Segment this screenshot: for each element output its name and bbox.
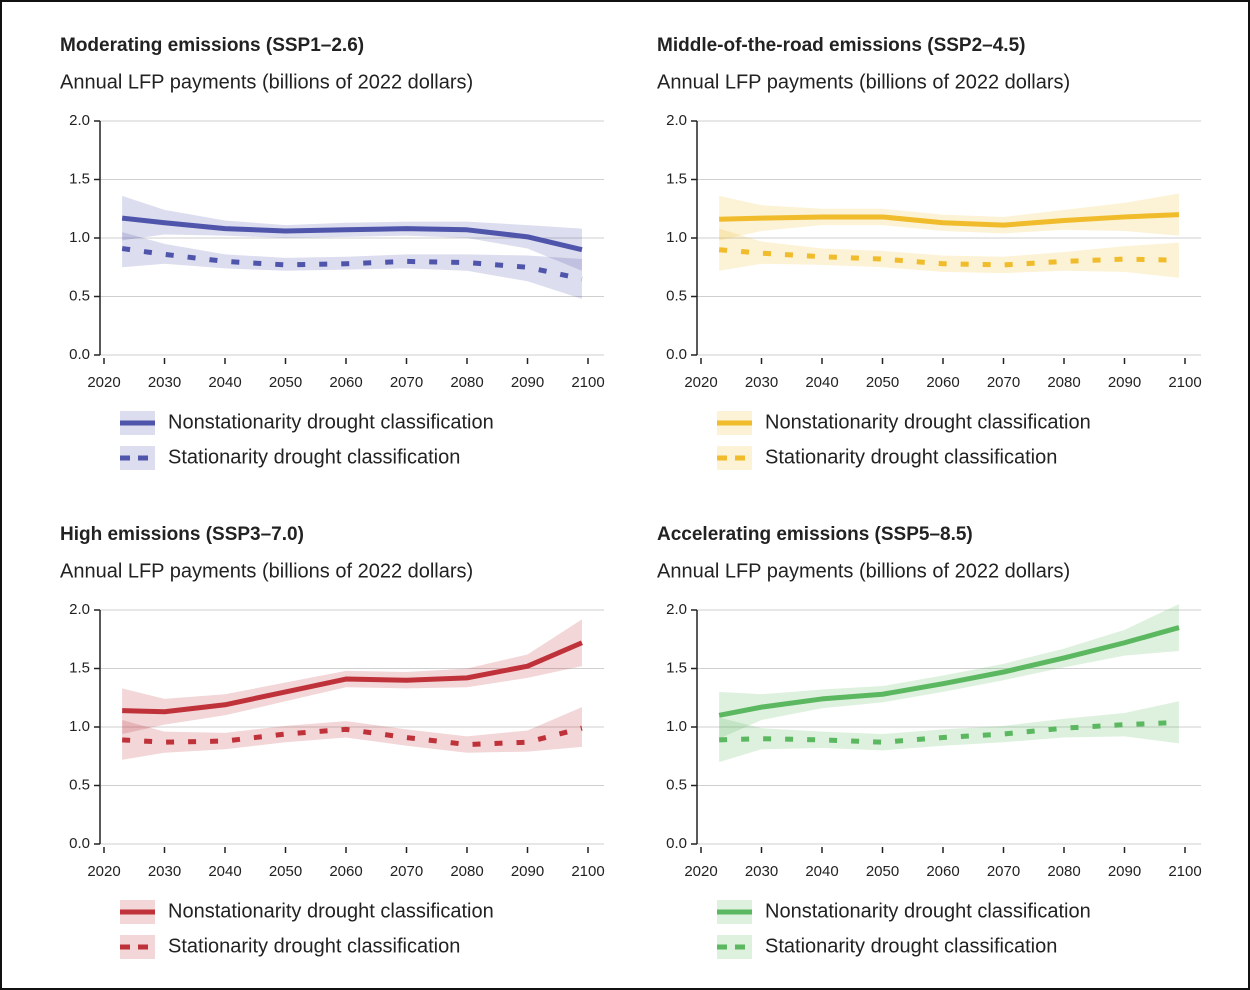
- y-axis-label: Annual LFP payments (billions of 2022 do…: [60, 560, 473, 582]
- y-tick-label: 1.5: [69, 659, 90, 676]
- y-axis-label: Annual LFP payments (billions of 2022 do…: [657, 560, 1070, 582]
- x-tick-label: 2090: [1108, 374, 1141, 391]
- x-tick-label: 2080: [450, 374, 483, 391]
- confidence-band: [122, 232, 582, 299]
- y-tick-label: 1.0: [666, 229, 687, 246]
- legend-label: Stationarity drought classification: [168, 935, 460, 957]
- x-tick-label: 2100: [571, 374, 604, 391]
- panel-title: High emissions (SSP3–7.0): [60, 524, 304, 545]
- y-tick-label: 2.0: [666, 112, 687, 129]
- y-tick-label: 2.0: [69, 601, 90, 618]
- x-tick-label: 2100: [1168, 863, 1201, 880]
- y-tick-label: 0.5: [69, 287, 90, 304]
- confidence-band: [719, 228, 1179, 278]
- x-tick-label: 2040: [208, 374, 241, 391]
- y-tick-label: 0.5: [69, 776, 90, 793]
- x-tick-label: 2100: [1168, 374, 1201, 391]
- legend-label: Nonstationarity drought classification: [765, 411, 1091, 433]
- y-tick-label: 0.0: [69, 835, 90, 852]
- confidence-band: [122, 195, 582, 271]
- y-tick-label: 0.0: [666, 835, 687, 852]
- x-tick-label: 2090: [1108, 863, 1141, 880]
- data-line: [122, 725, 583, 748]
- y-tick-label: 0.5: [666, 287, 687, 304]
- x-tick-label: 2070: [987, 863, 1020, 880]
- x-tick-label: 2090: [511, 374, 544, 391]
- x-tick-label: 2020: [684, 374, 717, 391]
- data-line: [121, 246, 583, 282]
- x-tick-label: 2050: [866, 374, 899, 391]
- legend-label: Stationarity drought classification: [765, 935, 1057, 957]
- legend-label: Nonstationarity drought classification: [168, 900, 494, 922]
- y-axis-label: Annual LFP payments (billions of 2022 do…: [657, 71, 1070, 93]
- legend-label: Stationarity drought classification: [765, 446, 1057, 468]
- y-tick-label: 1.5: [69, 170, 90, 187]
- x-tick-label: 2020: [87, 374, 120, 391]
- data-line: [718, 247, 1180, 268]
- y-tick-label: 1.5: [666, 170, 687, 187]
- y-tick-label: 1.0: [69, 718, 90, 735]
- x-tick-label: 2040: [805, 863, 838, 880]
- legend-label: Nonstationarity drought classification: [168, 411, 494, 433]
- x-tick-label: 2030: [745, 863, 778, 880]
- confidence-band: [122, 707, 582, 760]
- y-axis-label: Annual LFP payments (billions of 2022 do…: [60, 71, 473, 93]
- x-tick-label: 2050: [866, 863, 899, 880]
- y-tick-label: 1.5: [666, 659, 687, 676]
- confidence-band: [719, 604, 1179, 739]
- x-tick-label: 2070: [987, 374, 1020, 391]
- y-tick-label: 0.0: [666, 346, 687, 363]
- panel-title: Middle-of-the-road emissions (SSP2–4.5): [657, 35, 1025, 56]
- data-line: [122, 640, 583, 715]
- x-tick-label: 2090: [511, 863, 544, 880]
- x-tick-label: 2070: [390, 374, 423, 391]
- x-tick-label: 2060: [329, 863, 362, 880]
- x-tick-label: 2080: [1047, 374, 1080, 391]
- x-tick-label: 2040: [805, 374, 838, 391]
- x-tick-label: 2100: [571, 863, 604, 880]
- x-tick-label: 2020: [87, 863, 120, 880]
- data-line: [121, 215, 583, 253]
- x-tick-label: 2070: [390, 863, 423, 880]
- x-tick-label: 2030: [745, 374, 778, 391]
- x-tick-label: 2030: [148, 374, 181, 391]
- panel-title: Accelerating emissions (SSP5–8.5): [657, 524, 973, 545]
- x-tick-label: 2060: [329, 374, 362, 391]
- x-tick-label: 2050: [269, 863, 302, 880]
- y-tick-label: 1.0: [69, 229, 90, 246]
- x-tick-label: 2020: [684, 863, 717, 880]
- legend-label: Nonstationarity drought classification: [765, 900, 1091, 922]
- y-tick-label: 0.0: [69, 346, 90, 363]
- panel-title: Moderating emissions (SSP1–2.6): [60, 35, 364, 56]
- x-tick-label: 2060: [926, 374, 959, 391]
- x-tick-label: 2040: [208, 863, 241, 880]
- data-line: [719, 719, 1180, 745]
- y-tick-label: 2.0: [666, 601, 687, 618]
- confidence-band: [719, 701, 1179, 763]
- legend-label: Stationarity drought classification: [168, 446, 460, 468]
- y-tick-label: 0.5: [666, 776, 687, 793]
- x-tick-label: 2060: [926, 863, 959, 880]
- y-tick-label: 2.0: [69, 112, 90, 129]
- x-tick-label: 2080: [1047, 863, 1080, 880]
- x-tick-label: 2050: [269, 374, 302, 391]
- confidence-band: [719, 193, 1179, 241]
- data-line: [718, 625, 1180, 718]
- data-line: [719, 212, 1180, 228]
- x-tick-label: 2080: [450, 863, 483, 880]
- x-tick-label: 2030: [148, 863, 181, 880]
- y-tick-label: 1.0: [666, 718, 687, 735]
